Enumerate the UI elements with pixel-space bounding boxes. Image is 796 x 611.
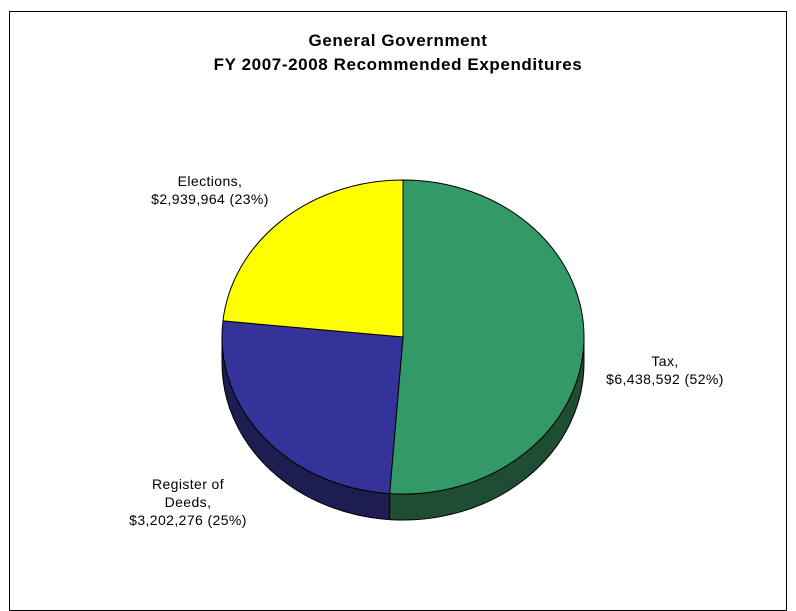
pie-slice-elections [222,179,404,338]
slice-label-elections: Elections, $2,939,964 (23%) [130,172,290,208]
slice-label-tax: Tax, $6,438,592 (52%) [590,352,740,388]
slice-label-register-of-deeds: Register of Deeds, $3,202,276 (25%) [108,475,268,529]
slice-label-line: $6,438,592 (52%) [606,371,724,387]
slice-label-line: $2,939,964 (23%) [151,191,269,207]
chart-subtitle: FY 2007-2008 Recommended Expenditures [213,55,583,74]
slice-label-line: Deeds, [164,494,212,510]
slice-label-line: Elections, [177,173,243,189]
chart-title: General Government [308,31,488,50]
slice-label-line: Tax, [651,353,679,369]
pie-slice-tax [389,179,585,495]
pie-slice-register-of-deeds [221,320,404,495]
pie-chart [221,179,585,521]
slice-label-line: Register of [151,476,225,492]
slice-label-line: $3,202,276 (25%) [129,512,247,528]
